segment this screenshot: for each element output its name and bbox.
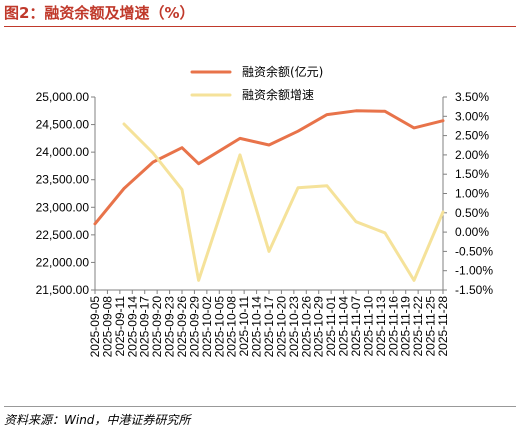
x-tick-label: 2025-11-13 bbox=[374, 296, 388, 357]
x-tick-label: 2025-11-25 bbox=[424, 296, 438, 357]
y-left-tick-label: 23,000.00 bbox=[36, 200, 90, 214]
x-tick-label: 2025-10-05 bbox=[212, 296, 226, 358]
x-tick-label: 2025-09-11 bbox=[113, 296, 127, 357]
x-tick-label: 2025-09-26 bbox=[175, 296, 189, 358]
x-tick-label: 2025-09-17 bbox=[138, 296, 152, 358]
y-left-tick-label: 21,500.00 bbox=[36, 283, 90, 297]
legend-label-1: 融资余额(亿元) bbox=[242, 64, 323, 79]
x-tick-label: 2025-10-26 bbox=[299, 296, 313, 358]
x-tick-label: 2025-10-02 bbox=[200, 296, 214, 358]
y-right-tick-label: -0.50% bbox=[455, 244, 493, 258]
y-right-tick-label: 0.00% bbox=[455, 225, 489, 239]
x-tick-label: 2025-11-16 bbox=[386, 296, 400, 357]
chart: 21,500.00 22,000.00 22,500.00 23,000.00 23,5… bbox=[36, 64, 494, 358]
x-tick-label: 2025-09-08 bbox=[100, 296, 114, 358]
x-tick-label: 2025-11-01 bbox=[324, 296, 338, 357]
x-tick-label: 2025-11-04 bbox=[337, 296, 351, 357]
x-tick-label: 2025-10-14 bbox=[250, 296, 264, 358]
x-tick-label: 2025-10-11 bbox=[237, 296, 251, 357]
x-tick-label: 2025-10-20 bbox=[274, 296, 288, 358]
y-left-tick-label: 22,000.00 bbox=[36, 255, 90, 269]
series-line-1 bbox=[93, 109, 445, 226]
figure-title: 图2：融资余额及增速（%） bbox=[4, 4, 195, 22]
x-tick-label: 2025-11-10 bbox=[361, 296, 375, 357]
x-tick-label: 2025-11-28 bbox=[436, 296, 450, 357]
x-tick-label: 2025-10-08 bbox=[225, 296, 239, 358]
x-tick-label: 2025-10-17 bbox=[262, 296, 276, 358]
y-right-tick-label: 1.50% bbox=[455, 167, 489, 181]
y-left-tick-label: 25,000.00 bbox=[36, 90, 90, 104]
y-right-tick-label: 0.50% bbox=[455, 206, 489, 220]
y-left-tick-label: 24,500.00 bbox=[36, 118, 90, 132]
x-tick-label: 2025-09-29 bbox=[187, 296, 201, 358]
x-tick-label: 2025-11-07 bbox=[349, 296, 363, 357]
y-right-tick-label: 3.00% bbox=[455, 109, 489, 123]
y-right-tick-label: 2.50% bbox=[455, 129, 489, 143]
y-left-tick-label: 22,500.00 bbox=[36, 228, 90, 242]
y-right-tick-label: -1.50% bbox=[455, 283, 493, 297]
series-line-2 bbox=[122, 122, 445, 282]
y-left-tick-label: 24,000.00 bbox=[36, 145, 90, 159]
x-tick-label: 2025-09-23 bbox=[163, 296, 177, 358]
source-note: 资料来源：Wind，中港证券研究所 bbox=[4, 413, 191, 427]
legend-label-2: 融资余额增速 bbox=[242, 87, 314, 102]
y-right-tick-label: 2.00% bbox=[455, 148, 489, 162]
x-tick-label: 2025-11-19 bbox=[399, 296, 413, 357]
y-right-tick-label: 3.50% bbox=[455, 90, 489, 104]
x-tick-label: 2025-09-14 bbox=[125, 296, 139, 358]
x-tick-label: 2025-11-22 bbox=[411, 296, 425, 357]
title-rule bbox=[4, 26, 516, 27]
x-tick-label: 2025-09-05 bbox=[88, 296, 102, 358]
source-rule bbox=[4, 406, 516, 407]
y-right-tick-label: -1.00% bbox=[455, 264, 493, 278]
y-right-tick-label: 1.00% bbox=[455, 187, 489, 201]
y-left-tick-label: 23,500.00 bbox=[36, 173, 90, 187]
x-tick-label: 2025-10-29 bbox=[312, 296, 326, 358]
x-tick-label: 2025-09-20 bbox=[150, 296, 164, 358]
x-tick-label: 2025-10-23 bbox=[287, 296, 301, 358]
